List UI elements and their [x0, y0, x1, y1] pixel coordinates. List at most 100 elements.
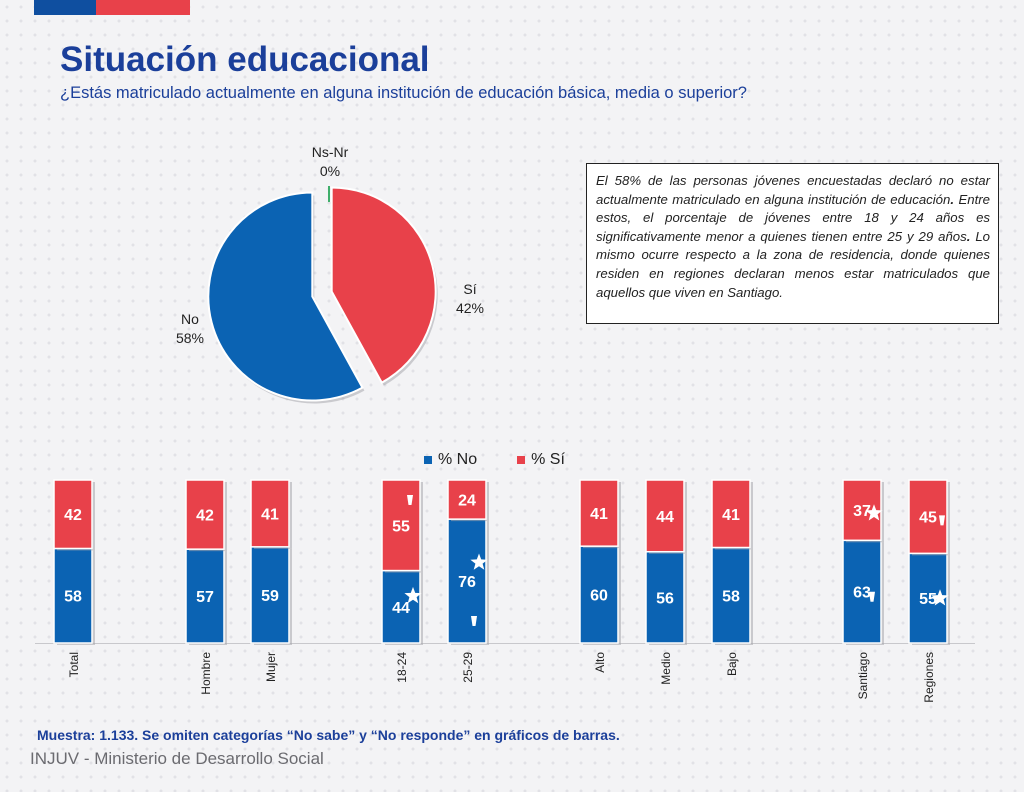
pie-label-no: No 58%: [160, 310, 220, 348]
legend-label-no: % No: [438, 451, 478, 468]
bar-value-label: 56: [656, 590, 674, 607]
bar-value-label: 44: [392, 600, 410, 617]
bar-shadow: [715, 482, 753, 550]
bar-value-label: 42: [64, 507, 82, 524]
bar-value-label: 58: [722, 588, 740, 605]
bar-shadow: [912, 555, 950, 645]
down-triangle-marker-icon: [869, 591, 875, 602]
bar-shadow: [385, 572, 423, 645]
sample-footnote: Muestra: 1.133. Se omiten categorías “No…: [37, 727, 620, 743]
bar-shadow: [254, 482, 292, 549]
bar-value-label: 76: [458, 574, 476, 591]
bar-segment-18-24-s: [381, 479, 421, 572]
bar-shadow: [451, 521, 489, 645]
bar-segment-bajo-no: [711, 546, 751, 644]
note-text-segment: .: [966, 228, 971, 244]
pie-label-nsnr: Ns-Nr 0%: [300, 143, 360, 181]
bar-segment-25-29-s: [447, 479, 487, 520]
bar-value-label: 63: [853, 585, 871, 602]
bar-legend: % No % Sí: [424, 451, 565, 469]
bar-segment-alto-no: [579, 545, 619, 644]
bar-segment-medio-s: [645, 479, 685, 553]
bar-segment-hombre-no: [185, 548, 225, 644]
bar-segment-mujer-no: [250, 546, 290, 644]
pie-label-nsnr-name: Ns-Nr: [311, 144, 349, 160]
bar-shadow: [846, 542, 884, 645]
bar-segment-santiago-s: [842, 479, 882, 542]
pie-label-si: Sí 42%: [440, 280, 500, 318]
bar-shadow: [649, 553, 687, 645]
note-text-segment: Lo mismo ocurre respecto a la zona de re…: [596, 228, 990, 300]
bar-segment-bajo-s: [711, 479, 751, 549]
bar-segment-santiago-no: [842, 539, 882, 644]
category-tick-label: Regiones: [922, 652, 936, 703]
pie-slice-s: [330, 186, 437, 385]
bar-value-label: 37: [853, 503, 871, 520]
top-accent-blue: [34, 0, 96, 15]
bar-value-label: 59: [261, 588, 279, 605]
category-tick-label: 25-29: [461, 652, 475, 683]
bar-value-label: 44: [656, 509, 674, 526]
star-marker-icon: [865, 504, 883, 521]
star-marker-icon: [470, 553, 488, 570]
category-tick-label: Mujer: [264, 652, 278, 682]
bar-segment-regiones-no: [908, 552, 948, 644]
pie-chart: Ns-Nr 0% Sí 42% No 58%: [150, 140, 530, 430]
bar-value-label: 24: [458, 493, 476, 510]
bar-value-label: 55: [919, 591, 937, 608]
legend-swatch-si: [517, 456, 526, 464]
bar-value-label: 41: [261, 506, 279, 523]
category-tick-label: Bajo: [725, 652, 739, 676]
bar-value-label: 55: [392, 518, 410, 535]
bar-value-label: 42: [196, 508, 214, 525]
bar-segment-25-29-no: [447, 518, 487, 644]
bar-value-label: 41: [590, 506, 608, 523]
bar-value-label: 41: [722, 507, 740, 524]
bar-shadow: [385, 482, 423, 573]
category-tick-label: Total: [67, 652, 81, 677]
bar-shadow: [846, 482, 884, 543]
bar-shadow: [583, 482, 621, 549]
pie-label-no-pct: 58%: [175, 330, 205, 346]
pie-label-si-pct: 42%: [455, 300, 485, 316]
pie-label-no-name: No: [181, 311, 199, 327]
bar-shadow: [649, 482, 687, 554]
down-triangle-marker-icon: [939, 515, 945, 526]
bar-segment-alto-s: [579, 479, 619, 547]
legend-swatch-no: [424, 456, 432, 464]
note-text-segment: .: [950, 191, 955, 207]
pie-slice-no: [207, 191, 364, 402]
top-accent-red: [96, 0, 190, 15]
category-tick-label: Medio: [659, 652, 673, 685]
down-triangle-marker-icon: [407, 495, 413, 505]
category-tick-label: Santiago: [856, 652, 870, 700]
bar-shadow: [254, 548, 292, 645]
star-marker-icon: [404, 586, 422, 604]
legend-label-si: % Sí: [531, 451, 565, 468]
bar-segment-total-no: [53, 547, 93, 644]
category-tick-label: 18-24: [395, 652, 409, 683]
bar-shadow: [583, 548, 621, 645]
bar-value-label: 60: [590, 588, 608, 605]
bar-segment-regiones-s: [908, 479, 948, 555]
pie-svg: [207, 186, 438, 404]
star-marker-icon: [931, 589, 949, 606]
bar-value-label: 57: [196, 589, 214, 606]
note-text-segment: Entre estos, el porcentaje de jóvenes en…: [596, 191, 990, 244]
bar-shadow: [912, 482, 950, 556]
legend-item-si: % Sí: [517, 451, 565, 469]
summary-note-box: El 58% de las personas jóvenes encuestad…: [586, 163, 999, 324]
bar-segment-18-24-no: [381, 569, 421, 644]
bar-shadow: [57, 550, 95, 645]
bar-shadow: [189, 551, 227, 645]
down-triangle-marker-icon: [471, 616, 477, 626]
page-title: Situación educacional: [60, 40, 430, 79]
bar-shadow: [451, 482, 489, 522]
bar-shadow: [189, 482, 227, 552]
pie-label-si-name: Sí: [463, 281, 477, 297]
bar-value-label: 58: [64, 589, 82, 606]
note-text-segment: El 58% de las personas jóvenes encuestad…: [596, 173, 990, 207]
category-tick-label: Hombre: [199, 652, 213, 695]
bar-shadow: [715, 549, 753, 645]
bar-segment-mujer-s: [250, 479, 290, 548]
